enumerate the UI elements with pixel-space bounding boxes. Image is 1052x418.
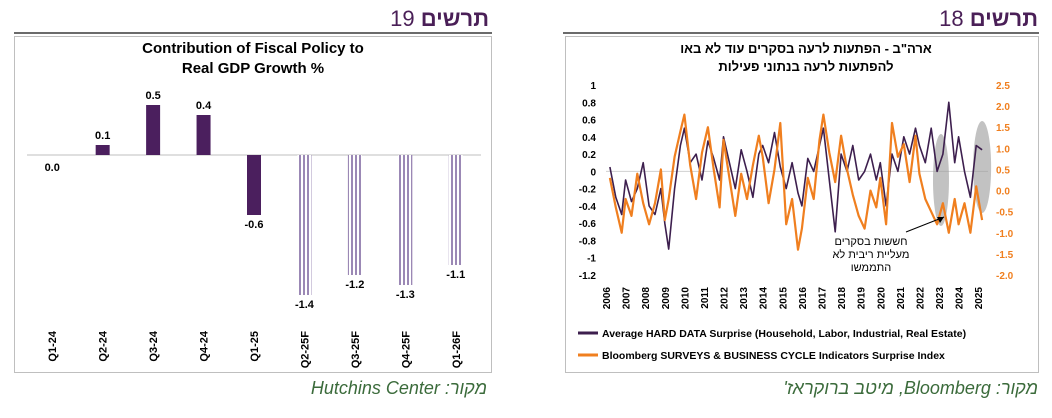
x-tick-label: 2016: [798, 287, 809, 310]
annotation-text-line: מעליית ריבית לא: [833, 248, 910, 261]
fiscal-policy-bar-chart: Contribution of Fiscal Policy to Real GDP…: [27, 40, 481, 369]
chart-18-header-divider: [563, 32, 1039, 34]
y-right-tick-label: -0.5: [996, 208, 1014, 219]
x-tick-label: 2015: [778, 287, 789, 310]
y-left-tick-label: -0.4: [579, 202, 597, 213]
x-tick-label: 2012: [720, 287, 731, 310]
y-right-tick-label: 1.5: [996, 123, 1010, 134]
y-right-tick-label: 1.0: [996, 144, 1010, 155]
y-left-tick-label: -1.2: [579, 271, 597, 282]
x-tick-label: 2007: [622, 287, 633, 310]
bar-value-label: -0.6: [245, 219, 264, 231]
chart-19-frame: Contribution of Fiscal Policy to Real GDP…: [14, 36, 492, 373]
chart-18-source: מקור: Bloomberg, מיטב ברוקראז': [783, 378, 1038, 398]
chart-18-header-word: תרשים: [969, 6, 1038, 31]
y-right-tick-label: -1.5: [996, 250, 1014, 261]
legend-label: Average HARD DATA Surprise (Household, L…: [602, 328, 966, 340]
x-tick-label: 2024: [955, 287, 966, 310]
bar-Q4-25F: [398, 155, 413, 285]
x-tick-label: Q3-25F: [350, 331, 362, 369]
bar-Q1-26F: [448, 155, 463, 265]
bar-value-label: -1.3: [396, 289, 415, 301]
y-left-tick-label: 0.6: [582, 116, 596, 127]
annotation-text-line: התממשו: [851, 262, 891, 274]
x-tick-label: Q4-25F: [400, 331, 412, 369]
x-tick-label: 2017: [817, 287, 828, 310]
surveys-series-line: [608, 113, 984, 251]
x-tick-label: Q2-25F: [299, 331, 311, 369]
y-left-tick-label: 0.8: [582, 98, 596, 109]
bar-Q2-24: [95, 145, 110, 155]
highlight-ellipse-2025: [973, 121, 992, 214]
chart-19-title-line: Contribution of Fiscal Policy to: [142, 40, 364, 57]
x-tick-label: Q1-24: [47, 330, 59, 361]
chart-19-header-number: 19: [390, 6, 415, 31]
y-right-tick-label: 2.0: [996, 102, 1010, 113]
bar-value-label: 0.4: [196, 100, 212, 112]
y-left-tick-label: 1: [590, 81, 596, 92]
x-tick-label: 2023: [935, 287, 946, 310]
bar-Q4-24: [196, 115, 211, 155]
annotation-text-line: חששות בסקרים: [834, 236, 907, 248]
y-left-tick-label: 0: [590, 167, 596, 178]
chart-18-header-number: 18: [939, 6, 964, 31]
x-tick-label: 2018: [837, 287, 848, 310]
y-right-tick-label: 0.5: [996, 165, 1010, 176]
x-tick-label: 2021: [896, 287, 907, 310]
chart-18-header: תרשים 18: [939, 6, 1038, 32]
x-tick-label: 2008: [641, 287, 652, 310]
bar-value-label: -1.1: [446, 269, 465, 281]
annotation-arrow: [905, 216, 945, 233]
annotation-arrowhead: [937, 217, 944, 223]
x-tick-label: Q4-24: [199, 330, 211, 361]
chart-18-frame: ארה"ב - הפתעות לרעה בסקרים עוד לא באו להפ…: [565, 36, 1039, 373]
x-tick-label: 2010: [680, 287, 691, 310]
y-left-tick-label: -1: [587, 254, 596, 265]
x-tick-label: 2014: [759, 287, 770, 310]
y-left-tick-label: -0.6: [579, 219, 597, 230]
chart-19-header-divider: [14, 32, 492, 34]
x-tick-label: 2006: [602, 287, 613, 310]
legend-label: Bloomberg SURVEYS & BUSINESS CYCLE Indic…: [602, 350, 945, 362]
bar-value-label: -1.2: [345, 279, 364, 291]
x-tick-label: Q1-25: [249, 331, 261, 362]
y-right-tick-label: 2.5: [996, 81, 1010, 92]
chart-19-header-word: תרשים: [420, 6, 489, 31]
x-tick-label: 2011: [700, 287, 711, 309]
bar-Q3-25F: [347, 155, 362, 275]
highlight-ellipse-2023: [932, 134, 949, 226]
y-left-tick-label: 0.4: [582, 133, 596, 144]
chart-19-title-line: Real GDP Growth %: [182, 60, 324, 77]
bar-Q3-24: [146, 105, 161, 155]
y-right-tick-label: -2.0: [996, 271, 1014, 282]
chart-18-title-line: ארה"ב - הפתעות לרעה בסקרים עוד לא באו: [680, 41, 932, 56]
chart-19-source: מקור: Hutchins Center: [310, 378, 487, 398]
x-tick-label: Q1-26F: [451, 331, 463, 369]
x-tick-label: 2019: [857, 287, 868, 310]
y-left-tick-label: 0.2: [582, 150, 596, 161]
x-tick-label: Q2-24: [98, 330, 110, 361]
chart-19-header: תרשים 19: [390, 6, 489, 32]
bar-Q2-25F: [297, 155, 312, 295]
hard-data-series-line: [609, 101, 983, 250]
bar-value-label: 0.0: [45, 162, 60, 174]
x-tick-label: 2022: [915, 287, 926, 310]
x-tick-label: 2009: [661, 287, 672, 310]
y-right-tick-label: -1.0: [996, 229, 1014, 240]
bar-Q1-25: [247, 155, 261, 215]
x-tick-label: 2013: [739, 287, 750, 310]
x-tick-label: 2020: [876, 287, 887, 310]
x-tick-label: Q3-24: [148, 330, 160, 361]
chart-18-title-line: להפתעות לרעה בנתוני פעילות: [718, 59, 893, 74]
surprise-index-line-chart: ארה"ב - הפתעות לרעה בסקרים עוד לא באו להפ…: [578, 41, 1014, 362]
bar-value-label: -1.4: [295, 299, 315, 311]
x-tick-label: 2025: [974, 287, 985, 310]
bar-value-label: 0.5: [145, 90, 160, 102]
y-left-tick-label: -0.2: [579, 185, 597, 196]
bar-value-label: 0.1: [95, 130, 110, 142]
y-right-tick-label: 0.0: [996, 187, 1010, 198]
y-left-tick-label: -0.8: [579, 236, 597, 247]
